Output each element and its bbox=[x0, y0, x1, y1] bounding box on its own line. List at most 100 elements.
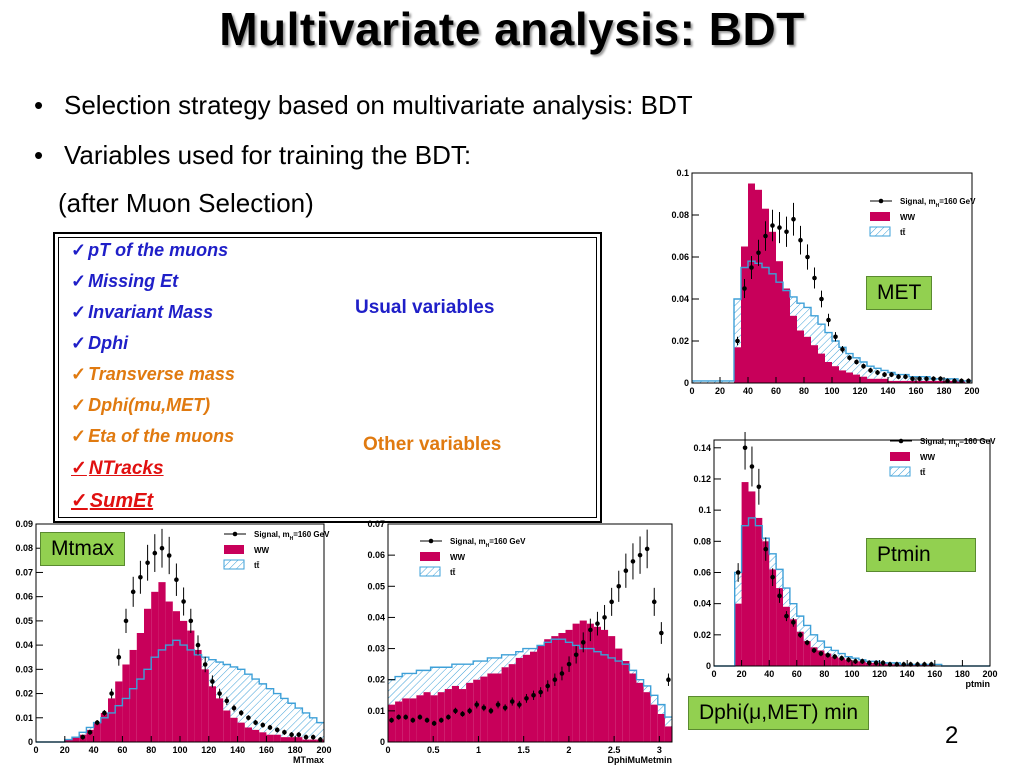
x-tick-label: 0 bbox=[33, 745, 38, 755]
x-tick-label: 200 bbox=[964, 386, 979, 396]
signal-point bbox=[784, 611, 789, 622]
tt-bar bbox=[664, 717, 672, 727]
ww-bar bbox=[818, 353, 825, 383]
ww-bar bbox=[636, 682, 644, 742]
ww-bar bbox=[194, 649, 202, 742]
ww-bar bbox=[776, 261, 783, 383]
y-tick-label: 0.08 bbox=[693, 536, 711, 546]
tt-bar bbox=[811, 315, 818, 346]
signal-point bbox=[274, 727, 280, 733]
ww-bar bbox=[776, 588, 783, 666]
signal-point bbox=[910, 376, 915, 382]
ww-bar bbox=[388, 704, 396, 742]
signal-point bbox=[552, 673, 558, 686]
bullet-text: Variables used for training the BDT: bbox=[64, 140, 472, 170]
signal-point bbox=[446, 714, 451, 720]
legend: Signal, mH=160 GeV WW tt̄ bbox=[223, 530, 330, 570]
tt-bar bbox=[853, 357, 860, 375]
signal-point bbox=[94, 720, 100, 726]
legend-ww: WW bbox=[920, 453, 936, 462]
tt-bar bbox=[402, 673, 410, 699]
x-tick-label: 0 bbox=[385, 745, 390, 755]
x-tick-label: 60 bbox=[771, 386, 781, 396]
x-tick-label: 180 bbox=[936, 386, 951, 396]
x-tick-label: 80 bbox=[799, 386, 809, 396]
y-tick-label: 0.05 bbox=[15, 616, 33, 626]
signal-point bbox=[595, 611, 600, 636]
other-variables-label: Other variables bbox=[363, 434, 502, 455]
tt-bar bbox=[309, 717, 317, 740]
ww-bar bbox=[136, 633, 144, 742]
tt-bar bbox=[79, 732, 87, 735]
ww-bar bbox=[664, 726, 672, 742]
signal-point bbox=[145, 544, 150, 581]
x-tick-label: 140 bbox=[900, 669, 915, 679]
check-icon: ✓ bbox=[71, 302, 87, 322]
tt-bar bbox=[934, 664, 942, 666]
signal-point bbox=[210, 675, 215, 688]
ww-bar bbox=[309, 739, 317, 742]
ww-bar bbox=[601, 629, 609, 742]
signal-point bbox=[467, 707, 472, 714]
tt-bar bbox=[727, 380, 734, 383]
signal-point bbox=[130, 576, 136, 607]
ww-bar bbox=[615, 648, 623, 742]
signal-point bbox=[896, 374, 901, 380]
x-tick-label: 2.5 bbox=[608, 745, 621, 755]
signal-point bbox=[152, 534, 158, 572]
tt-bar bbox=[831, 650, 839, 657]
variable-item: ✓ Invariant Mass bbox=[71, 302, 213, 323]
ww-bar bbox=[187, 630, 195, 742]
legend-tt: tt̄ bbox=[900, 228, 906, 237]
signal-point bbox=[453, 707, 458, 714]
signal-point bbox=[749, 446, 755, 487]
signal-point bbox=[812, 267, 817, 289]
tt-bar bbox=[86, 727, 94, 730]
signal-point bbox=[538, 687, 543, 698]
signal-point bbox=[474, 700, 480, 709]
tt-bar bbox=[769, 553, 777, 570]
ww-bar bbox=[650, 704, 658, 742]
ww-bar bbox=[622, 661, 630, 742]
ww-bar bbox=[295, 737, 303, 742]
variable-label: pT of the muons bbox=[88, 240, 229, 260]
y-tick-label: 0 bbox=[380, 737, 385, 747]
tt-bar bbox=[810, 634, 818, 648]
ww-bar bbox=[266, 734, 274, 742]
ww-bar bbox=[237, 722, 245, 742]
x-tick-label: 160 bbox=[259, 745, 274, 755]
check-icon: ✓ bbox=[71, 333, 87, 353]
signal-point bbox=[868, 367, 873, 373]
x-tick-label: 40 bbox=[743, 386, 753, 396]
signal-point bbox=[424, 717, 430, 723]
signal-point bbox=[873, 660, 879, 666]
ww-bar bbox=[430, 695, 438, 742]
x-tick-label: 40 bbox=[764, 669, 774, 679]
y-tick-label: 0.02 bbox=[671, 336, 689, 346]
variable-item: ✓ NTracks bbox=[71, 457, 164, 480]
tt-bar bbox=[423, 670, 431, 693]
tt-bar bbox=[508, 654, 516, 665]
ww-bar bbox=[790, 315, 797, 383]
ww-bar bbox=[769, 231, 776, 383]
signal-point bbox=[253, 720, 258, 726]
tt-bar bbox=[223, 664, 231, 711]
usual-variables-label: Usual variables bbox=[355, 297, 495, 318]
ww-bar bbox=[937, 380, 944, 383]
y-tick-label: 0.07 bbox=[15, 567, 33, 577]
x-tick-label: 2 bbox=[566, 745, 571, 755]
signal-point bbox=[231, 704, 237, 712]
signal-point bbox=[763, 221, 768, 251]
signal-point bbox=[756, 468, 762, 505]
tt-bar bbox=[501, 654, 509, 668]
ww-bar bbox=[437, 692, 445, 742]
legend-ww: WW bbox=[450, 553, 466, 562]
ww-bar bbox=[259, 732, 267, 742]
legend-tt-swatch bbox=[223, 559, 245, 570]
ww-bar bbox=[783, 606, 790, 666]
x-tick-label: 1 bbox=[476, 745, 481, 755]
signal-point bbox=[296, 732, 302, 738]
ww-bar bbox=[748, 491, 756, 666]
signal-point bbox=[260, 722, 266, 728]
signal-point bbox=[854, 359, 859, 365]
